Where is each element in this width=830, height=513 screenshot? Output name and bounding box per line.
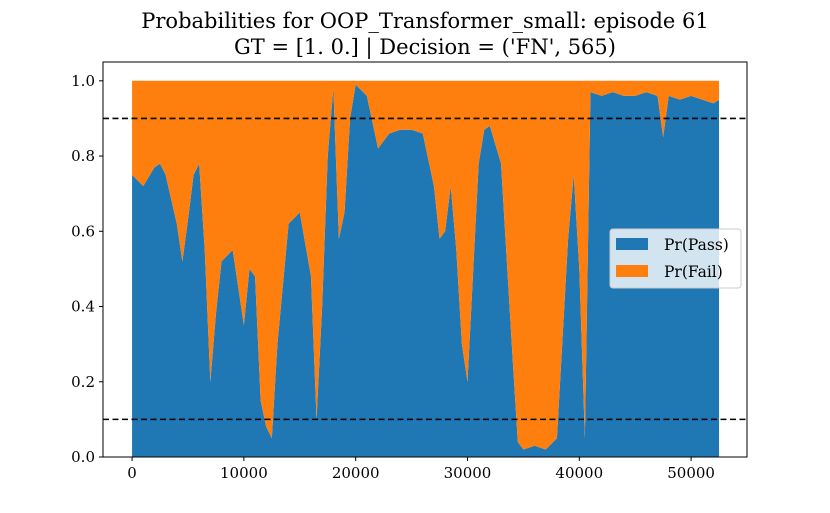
y-axis: 0.0 0.2 0.4 0.6 0.8 1.0 xyxy=(71,72,103,466)
y-tick-label: 0.6 xyxy=(71,222,95,240)
x-tick-label: 30000 xyxy=(444,464,492,482)
x-tick-label: 0 xyxy=(127,464,137,482)
axes-frame xyxy=(102,61,748,458)
threshold-lines xyxy=(103,117,747,421)
legend-swatch-fail xyxy=(616,265,648,277)
legend-label-pass: Pr(Pass) xyxy=(664,236,729,254)
legend: Pr(Pass) Pr(Fail) xyxy=(609,228,742,289)
x-tick-label: 40000 xyxy=(555,464,603,482)
x-tick-label: 20000 xyxy=(332,464,380,482)
plot-area: 0 10000 20000 30000 40000 50000 0.00.20.40.60… xyxy=(71,61,748,482)
legend-swatch-pass xyxy=(616,238,648,250)
stacked-areas xyxy=(132,80,720,458)
y-tick-label: 0.8 xyxy=(71,147,95,165)
y-tick-label: 0.0 xyxy=(71,448,95,466)
area-pr-pass xyxy=(132,84,720,458)
y-tick-label: 1.0 xyxy=(71,72,95,90)
legend-label-fail: Pr(Fail) xyxy=(664,263,723,281)
x-tick-label: 50000 xyxy=(667,464,715,482)
y-tick-label: 0.2 xyxy=(71,373,95,391)
x-axis: 0 10000 20000 30000 40000 50000 xyxy=(127,457,715,482)
y-tick-label: 0.4 xyxy=(71,298,95,316)
chart-title: Probabilities for OOP_Transformer_small:… xyxy=(141,9,708,33)
chart-subtitle: GT = [1. 0.] | Decision = ('FN', 565) xyxy=(234,35,616,60)
area-pr-fail xyxy=(132,80,720,450)
x-tick-label: 10000 xyxy=(220,464,268,482)
